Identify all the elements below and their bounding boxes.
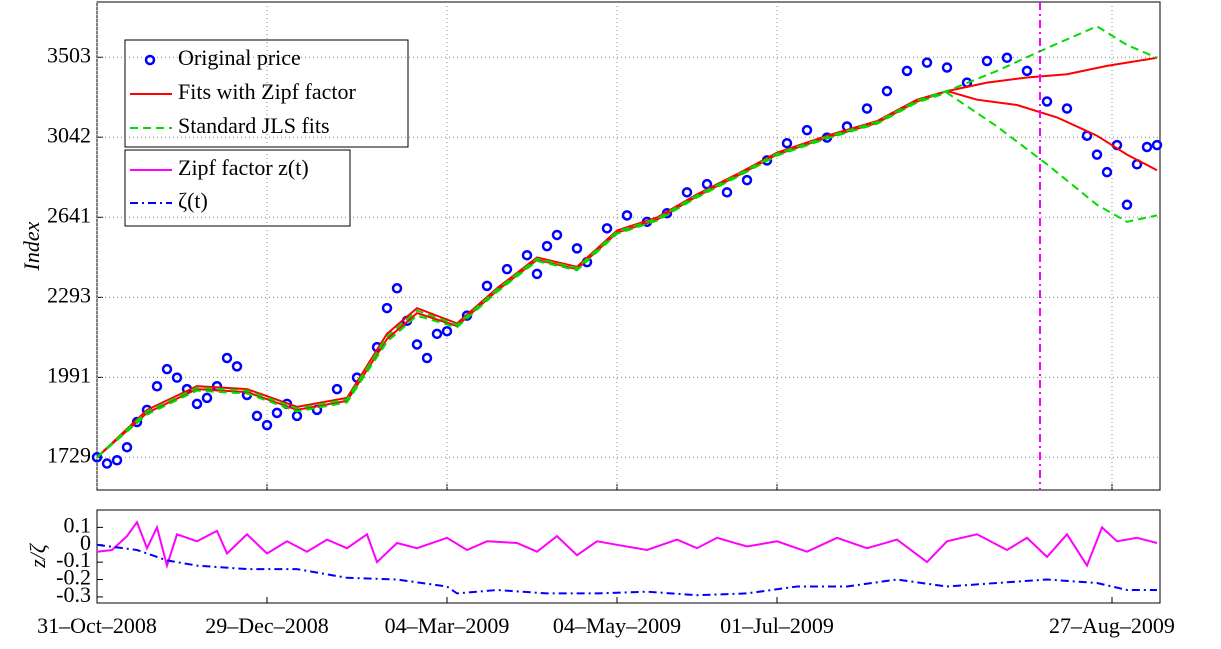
price-point (231, 361, 243, 372)
y-tick-label: 2293 (47, 282, 91, 307)
price-point (121, 441, 133, 453)
price-point (881, 85, 893, 97)
x-tick-label: 04–Mar–2009 (385, 613, 510, 638)
price-point (481, 280, 493, 292)
price-point (221, 352, 233, 364)
price-point (741, 174, 753, 186)
price-point (431, 328, 443, 340)
price-point (601, 223, 613, 234)
price-point (191, 398, 203, 410)
price-point (381, 302, 393, 314)
price-point (701, 178, 713, 190)
price-point (531, 268, 543, 280)
price-point (1001, 52, 1013, 64)
price-point (571, 243, 583, 254)
y-axis-label: z/ζ (25, 542, 50, 569)
price-point (91, 452, 103, 463)
price-point (261, 419, 273, 431)
price-point (1141, 141, 1153, 153)
price-point (521, 249, 533, 261)
x-tick-label: 27–Aug–2009 (1049, 613, 1175, 638)
y-tick-label: 1729 (47, 442, 91, 467)
price-point (251, 410, 263, 422)
price-point (171, 372, 183, 383)
y-tick-label: -0.2 (56, 565, 91, 590)
price-point (721, 187, 733, 198)
y-tick-label: -0.3 (56, 582, 91, 607)
y-tick-label: -0.1 (56, 547, 91, 572)
price-point (101, 458, 113, 469)
price-point (111, 454, 123, 466)
price-point (901, 65, 913, 77)
price-point (921, 57, 933, 68)
legend-label: ζ(t) (178, 188, 208, 213)
price-point (1121, 199, 1133, 211)
price-point (291, 410, 303, 422)
price-point (781, 137, 793, 149)
price-point (1041, 96, 1053, 107)
x-tick-label: 31–Oct–2008 (37, 613, 157, 638)
series-line (96, 25, 1158, 459)
series-line (96, 90, 1158, 459)
price-point (801, 124, 813, 136)
price-point (1101, 166, 1113, 178)
price-point (1021, 65, 1033, 77)
price-point (981, 55, 993, 67)
price-point (621, 210, 633, 221)
y-tick-label: 3042 (47, 122, 91, 147)
price-point (551, 229, 563, 241)
legend-label: Standard JLS fits (178, 113, 330, 138)
y-tick-label: 0 (80, 530, 91, 555)
x-tick-label: 01–Jul–2009 (720, 613, 834, 638)
price-point (681, 187, 693, 198)
price-point (151, 380, 163, 392)
price-point (331, 383, 343, 395)
y-tick-label: 0.1 (64, 512, 92, 537)
price-point (201, 392, 213, 404)
series-line (96, 543, 1157, 597)
price-point (941, 62, 953, 73)
y-tick-label: 2641 (47, 202, 91, 227)
legend-marker (144, 54, 156, 66)
y-axis-label: Index (19, 221, 44, 271)
legend-label: Original price (178, 45, 301, 70)
price-point (501, 263, 513, 275)
price-point (411, 339, 423, 350)
x-tick-label: 29–Dec–2008 (205, 613, 328, 638)
legend-label: Fits with Zipf factor (178, 79, 356, 104)
legend-box (124, 149, 351, 227)
y-tick-label: 3503 (47, 42, 91, 67)
price-point (1061, 103, 1073, 114)
price-point (161, 363, 173, 375)
price-point (271, 407, 283, 419)
series-line (96, 520, 1158, 570)
price-point (1151, 139, 1163, 151)
y-tick-label: 1991 (47, 362, 91, 387)
legend-box (124, 39, 409, 148)
price-point (861, 103, 873, 114)
price-point (541, 240, 553, 252)
x-tick-label: 04–May–2009 (553, 613, 681, 638)
price-point (391, 283, 403, 294)
price-point (421, 352, 433, 364)
bottom-frame (96, 509, 1161, 604)
legend-label: Zipf factor z(t) (178, 155, 309, 180)
series-line (96, 56, 1158, 459)
price-point (1091, 149, 1103, 160)
price-point (441, 325, 453, 337)
